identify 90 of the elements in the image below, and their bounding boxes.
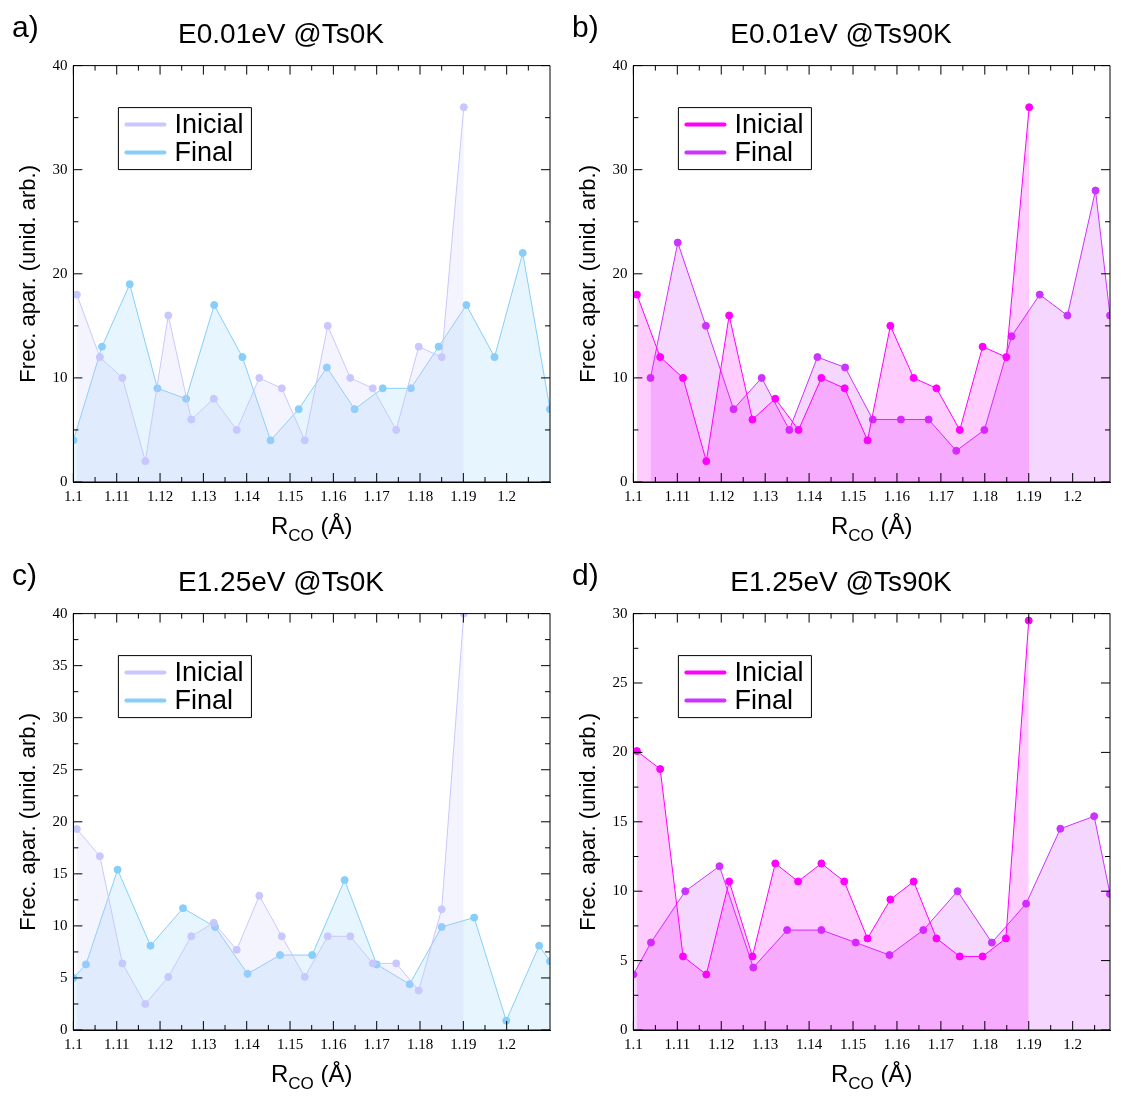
- legend-label: Final: [174, 137, 233, 168]
- x-tick-label: 1.14: [795, 487, 823, 504]
- y-tick-label: 40: [52, 604, 68, 621]
- x-tick-label: 1.15: [276, 487, 304, 504]
- y-tick-label: 15: [52, 864, 68, 881]
- text: a): [12, 10, 39, 44]
- x-tick-label: 1.14: [233, 487, 261, 504]
- x-tick-label: 1.17: [927, 487, 955, 504]
- y-axis-title: Frec. apar. (unid. arb.): [575, 712, 601, 931]
- y-tick-label: 0: [59, 472, 68, 489]
- y-tick-label: 20: [612, 743, 628, 760]
- y-axis-title: Frec. apar. (unid. arb.): [15, 712, 41, 931]
- y-tick-label: 10: [52, 916, 68, 933]
- y-tick-label: 5: [619, 951, 628, 968]
- y-tick-label: 20: [52, 812, 68, 829]
- x-tick-label: 1.18: [971, 487, 998, 504]
- text: c): [12, 558, 37, 592]
- x-tick-label: 1.13: [752, 1035, 779, 1052]
- x-tick-label: 1.16: [883, 1035, 911, 1052]
- x-tick-label: 1.1: [64, 1035, 83, 1052]
- chart-title: E1.25eV @Ts90K: [730, 565, 953, 597]
- x-tick-label: 1.11: [103, 487, 130, 504]
- x-tick-label: 1.11: [664, 1035, 691, 1052]
- x-tick-label: 1.16: [320, 1035, 347, 1052]
- y-tick-label: 10: [52, 368, 68, 385]
- x-tick-label: 1.13: [752, 487, 779, 504]
- chart-title: E1.25eV @Ts0K: [178, 565, 385, 597]
- y-tick-label: 40: [612, 56, 628, 73]
- chart-title: E0.01eV @Ts0K: [178, 17, 385, 49]
- x-tick-label: 1.2: [497, 487, 517, 504]
- legend-label: Final: [734, 137, 793, 168]
- y-tick-label: 30: [612, 160, 628, 177]
- x-tick-label: 1.17: [927, 1035, 955, 1052]
- y-tick-label: 10: [612, 882, 628, 899]
- x-tick-label: 1.17: [363, 487, 391, 504]
- x-tick-label: 1.13: [190, 1035, 217, 1052]
- x-tick-label: 1.18: [406, 487, 434, 504]
- x-tick-label: 1.14: [233, 1035, 261, 1052]
- y-tick-label: 35: [52, 656, 68, 673]
- y-axis-title: Frec. apar. (unid. arb.): [575, 164, 601, 383]
- legend-label: Inicial: [174, 657, 244, 688]
- x-tick-label: 1.15: [276, 1035, 304, 1052]
- x-tick-label: 1.12: [146, 487, 174, 504]
- x-tick-label: 1.19: [1015, 1035, 1042, 1052]
- x-tick-label: 1.2: [1063, 487, 1083, 504]
- legend-label: Inicial: [174, 109, 244, 140]
- x-tick-label: 1.19: [1015, 487, 1042, 504]
- y-tick-label: 10: [612, 368, 628, 385]
- x-tick-label: 1.19: [450, 487, 477, 504]
- y-tick-label: 40: [52, 56, 68, 73]
- y-tick-label: 30: [52, 708, 68, 725]
- y-tick-label: 25: [52, 760, 68, 777]
- y-tick-label: 5: [59, 968, 68, 985]
- x-tick-label: 1.12: [708, 487, 735, 504]
- x-tick-label: 1.1: [624, 1035, 643, 1052]
- x-tick-label: 1.15: [839, 487, 867, 504]
- y-tick-label: 20: [612, 264, 628, 281]
- legend-label: Inicial: [734, 109, 804, 140]
- legend-label: Final: [174, 685, 233, 716]
- x-tick-label: 1.11: [664, 487, 691, 504]
- x-tick-label: 1.18: [406, 1035, 434, 1052]
- y-tick-label: 0: [619, 472, 628, 489]
- y-tick-label: 0: [59, 1020, 68, 1037]
- legend-label: Final: [734, 685, 793, 716]
- x-tick-label: 1.16: [320, 487, 347, 504]
- x-tick-label: 1.18: [971, 1035, 998, 1052]
- text: d): [572, 558, 599, 592]
- x-tick-label: 1.12: [708, 1035, 735, 1052]
- x-tick-label: 1.17: [363, 1035, 391, 1052]
- y-tick-label: 25: [612, 673, 628, 690]
- y-axis-title: Frec. apar. (unid. arb.): [15, 164, 41, 383]
- x-tick-label: 1.1: [624, 487, 643, 504]
- x-tick-label: 1.19: [450, 1035, 477, 1052]
- x-tick-label: 1.1: [64, 487, 83, 504]
- x-tick-label: 1.14: [795, 1035, 823, 1052]
- x-tick-label: 1.13: [190, 487, 217, 504]
- y-tick-label: 0: [619, 1020, 628, 1037]
- chart-title: E0.01eV @Ts90K: [730, 17, 953, 49]
- x-tick-label: 1.12: [146, 1035, 174, 1052]
- x-tick-label: 1.15: [839, 1035, 867, 1052]
- y-tick-label: 20: [52, 264, 68, 281]
- x-tick-label: 1.2: [497, 1035, 517, 1052]
- y-tick-label: 15: [612, 812, 628, 829]
- x-tick-label: 1.11: [103, 1035, 130, 1052]
- legend-label: Inicial: [734, 657, 804, 688]
- y-tick-label: 30: [612, 604, 628, 621]
- y-tick-label: 30: [52, 160, 68, 177]
- x-tick-label: 1.16: [883, 487, 911, 504]
- text: b): [572, 10, 599, 44]
- x-tick-label: 1.2: [1063, 1035, 1083, 1052]
